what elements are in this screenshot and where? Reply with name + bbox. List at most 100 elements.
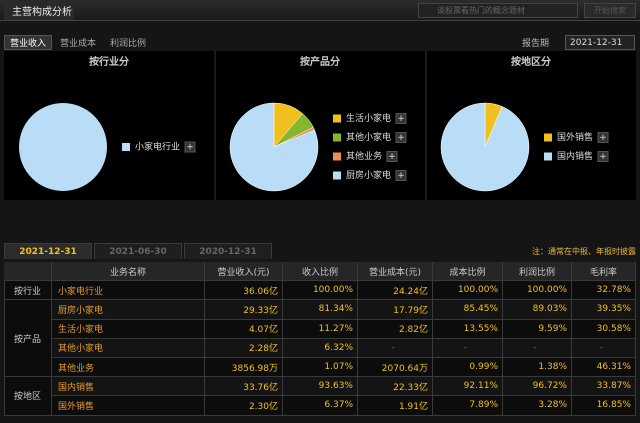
table-cell: 13.55%	[433, 319, 503, 339]
table-cell: 7.89%	[433, 396, 503, 416]
tab[interactable]: 营业成本	[59, 39, 96, 49]
table-cell: 2.30亿	[205, 396, 283, 416]
table-cell: 89.03%	[503, 300, 572, 320]
legend-label: 国内销售	[557, 150, 593, 162]
legend-plus-sign: +	[599, 152, 607, 162]
legend-swatch	[333, 171, 341, 180]
business-name: 生活小家电	[52, 319, 205, 339]
group-label: 按行业	[4, 281, 52, 301]
legend-label: 其他小家电	[346, 131, 391, 143]
table-cell: 6.37%	[283, 396, 358, 416]
legend-plus[interactable]	[395, 132, 407, 143]
pie-title: 按行业分	[89, 55, 129, 68]
legend-label: 生活小家电	[346, 112, 391, 124]
table-cell: -	[433, 338, 503, 358]
legend-plus[interactable]	[184, 141, 196, 153]
table-cell: 33.87%	[572, 377, 636, 397]
search-box[interactable]: 谈股票看热门的概念题材	[418, 3, 578, 18]
table-cell: -	[358, 338, 433, 358]
table-cell: 16.85%	[572, 396, 636, 416]
table-cell: 32.78%	[572, 281, 636, 301]
table-cell: 11.27%	[283, 319, 358, 339]
table-cell: 100.00%	[503, 281, 572, 301]
table-cell: 2070.64万	[358, 358, 433, 378]
table-cell: 22.33亿	[358, 377, 433, 397]
table-cell: 29.33亿	[205, 300, 283, 320]
legend-label: 小家电行业	[135, 141, 180, 153]
table-cell: 36.06亿	[205, 281, 283, 301]
legend-plus[interactable]	[395, 170, 407, 181]
legend-label: 厨房小家电	[346, 169, 391, 181]
table-cell: 1.91亿	[358, 396, 433, 416]
table-header: 营业成本(元)	[358, 262, 433, 282]
business-name: 国外销售	[52, 396, 205, 416]
date-tab[interactable]: 2021-12-31	[4, 243, 92, 259]
legend-label: 国外销售	[557, 131, 593, 143]
business-name: 其他业务	[52, 358, 205, 378]
table-cell: 100.00%	[283, 281, 358, 301]
table-cell: 6.32%	[283, 338, 358, 358]
table-header: 毛利率	[572, 262, 636, 282]
legend-plus-sign: +	[397, 171, 405, 181]
table-cell: 17.79亿	[358, 300, 433, 320]
table-cell: 85.45%	[433, 300, 503, 320]
group-label: 按地区	[4, 377, 52, 416]
date-tab[interactable]: 2021-06-30	[94, 243, 182, 259]
table-cell: 24.24亿	[358, 281, 433, 301]
table-cell: 81.34%	[283, 300, 358, 320]
date-tab[interactable]: 2020-12-31	[184, 243, 272, 259]
pie-title: 按地区分	[511, 55, 551, 68]
table-cell: 30.58%	[572, 319, 636, 339]
table-cell: 3.28%	[503, 396, 572, 416]
legend-plus-sign: +	[397, 133, 405, 143]
table-cell: 2.28亿	[205, 338, 283, 358]
table-cell: 100.00%	[433, 281, 503, 301]
legend-swatch	[333, 133, 341, 142]
table-header: 业务名称	[52, 262, 205, 282]
table-cell: 96.72%	[503, 377, 572, 397]
table-header: 营业收入(元)	[205, 262, 283, 282]
header-title: 主营构成分析	[4, 0, 74, 20]
table-header: 收入比例	[283, 262, 358, 282]
table-cell: 9.59%	[503, 319, 572, 339]
table-cell: 0.99%	[433, 358, 503, 378]
tab[interactable]: 营业收入	[4, 35, 52, 50]
table-cell: 3856.98万	[205, 358, 283, 378]
legend-label: 其他业务	[346, 150, 382, 162]
table-cell: 33.76亿	[205, 377, 283, 397]
search-button[interactable]: 开始搜索	[584, 3, 636, 18]
legend-swatch	[333, 114, 341, 123]
legend-plus-sign: +	[599, 133, 607, 143]
legend-swatch	[122, 143, 130, 151]
business-name: 其他小家电	[52, 338, 205, 358]
table-cell: 39.35%	[572, 300, 636, 320]
business-name: 小家电行业	[52, 281, 205, 301]
pie-slice	[229, 102, 319, 192]
table-cell: 46.31%	[572, 358, 636, 378]
legend-plus[interactable]	[395, 113, 407, 124]
legend-plus[interactable]	[597, 151, 609, 162]
pie-title: 按产品分	[300, 55, 340, 68]
legend-plus-sign: +	[186, 143, 194, 153]
note: 注：通常在中报、年报时披露	[532, 246, 636, 256]
legend-swatch	[544, 152, 552, 161]
pie-slice	[19, 103, 107, 191]
table-header: 成本比例	[433, 262, 503, 282]
tab[interactable]: 利润比例	[109, 39, 146, 49]
table-header: 利润比例	[503, 262, 572, 282]
pie-slice	[440, 102, 530, 192]
table-header-corner	[4, 262, 52, 282]
table-cell: 2.82亿	[358, 319, 433, 339]
report-select[interactable]: 2021-12-31	[565, 35, 635, 50]
table-cell: 93.63%	[283, 377, 358, 397]
legend-plus[interactable]	[386, 151, 398, 162]
legend-plus-sign: +	[388, 152, 396, 162]
business-name: 国内销售	[52, 377, 205, 397]
legend-plus[interactable]	[597, 132, 609, 143]
table-cell: 1.07%	[283, 358, 358, 378]
group-label: 按产品	[4, 300, 52, 378]
table-cell: -	[572, 338, 636, 358]
legend-swatch	[333, 152, 341, 161]
